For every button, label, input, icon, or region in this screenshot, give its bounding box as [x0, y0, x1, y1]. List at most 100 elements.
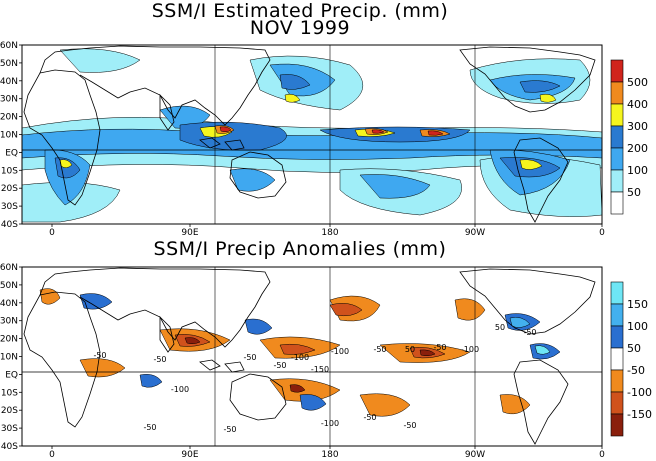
- panel2-title: SSM/I Precip Anomalies (mm): [154, 238, 447, 260]
- contour-label: -50: [243, 353, 256, 362]
- panel1-colorbar-label: 300: [627, 120, 648, 133]
- panel1-lon-label: 90W: [465, 228, 485, 238]
- panel2-colorbar-swatch: [610, 281, 624, 305]
- panel1-lon-label: 90E: [181, 228, 198, 238]
- anomaly-contour-area: [359, 393, 411, 417]
- contour-label: -50: [223, 425, 236, 434]
- contour-label: -50: [93, 351, 106, 360]
- panel2-colorbar-swatch: [610, 391, 624, 415]
- title-line-2: NOV 1999: [250, 17, 350, 39]
- precip-contour-area: [229, 168, 276, 192]
- anomaly-contour-area: [509, 317, 531, 328]
- panel1-colorbar-label: 400: [627, 98, 648, 111]
- panel1-colorbar-label: 500: [627, 76, 648, 89]
- panel1-colorbar-swatch: [610, 191, 624, 215]
- panel2-lon-label: 180: [321, 450, 338, 457]
- anomaly-contour-area: [139, 374, 163, 388]
- panel2-lon-label: 90W: [465, 450, 485, 457]
- panel1-lat-label: 20N: [0, 113, 18, 123]
- panel2-colorbar-label: -150: [627, 408, 652, 421]
- panel1-colorbar-swatch: [610, 169, 624, 193]
- panel1-lat-axis: 60N 50N 40N 30N 20N 10N EQ 10S 20S 30S 40S: [0, 41, 22, 230]
- panel2-colorbar-swatch: [610, 413, 624, 437]
- contour-label: -100: [291, 353, 309, 362]
- panel1-colorbar-swatch: [610, 103, 624, 127]
- panel1-colorbar-swatch: [610, 147, 624, 171]
- anomaly-contour-area: [534, 345, 551, 355]
- panel1-lat-label: 30N: [0, 95, 18, 105]
- contour-label: -50: [433, 343, 446, 352]
- anomaly-contour-area: [39, 288, 61, 305]
- contour-label: -100: [331, 347, 349, 356]
- anomaly-contour-area: [244, 318, 273, 335]
- panel2-lon-label: 0: [49, 450, 55, 457]
- panel1-map: 60N 50N 40N 30N 20N 10N EQ 10S 20S 30S 40S 0 90E 180…: [0, 41, 605, 238]
- contour-label: 50: [405, 345, 415, 354]
- precip-contour-area: [284, 93, 301, 103]
- panel2-lat-label: 20S: [1, 406, 18, 416]
- panel1-colorbar: 500 400 300 200 100 50: [610, 59, 648, 215]
- panel2-contour-labels: -50 -50-100-50-50-100-150-100 -50 50 -50 -100…: [93, 323, 536, 434]
- contour-label: -100: [461, 345, 479, 354]
- anomaly-contour-area: [329, 303, 363, 317]
- anomaly-contour-area: [289, 384, 306, 393]
- precip-contour-area: [519, 80, 561, 93]
- panel1-lat-label: 50N: [0, 59, 18, 69]
- panel2-lat-label: 10N: [0, 353, 18, 363]
- panel2-lat-label: 50N: [0, 281, 18, 291]
- panel2-lat-label: 30S: [1, 424, 18, 434]
- contour-label: -100: [321, 419, 339, 428]
- panel1-colorbar-swatch: [610, 81, 624, 105]
- precip-contour-area: [279, 74, 311, 90]
- contour-label: -50: [363, 413, 376, 422]
- precip-contour-area: [59, 48, 141, 73]
- contour-label: -50: [143, 423, 156, 432]
- panel1-lat-label: EQ: [5, 148, 18, 158]
- panel1-lat-label: 10S: [1, 166, 18, 176]
- panel2-coastlines: [23, 267, 596, 445]
- panel1-colorbar-label: 100: [627, 164, 648, 177]
- precip-contour-area: [519, 159, 543, 170]
- panel2-lon-axis: 0 90E 180 90W 0: [49, 446, 605, 460]
- panel2-lat-axis: 60N 50N 40N 30N 20N 10N EQ 10S 20S 30S 40S: [0, 263, 22, 452]
- panel1-lat-label: 20S: [1, 184, 18, 194]
- panel1-coastlines: [23, 45, 596, 223]
- panel1-colorbar-swatch: [610, 125, 624, 149]
- anomaly-contour-area: [419, 349, 436, 357]
- panel2-colorbar-label: 50: [627, 342, 641, 355]
- contour-label: -50: [373, 345, 386, 354]
- panel1-lon-label: 180: [321, 228, 338, 238]
- panel2-anomaly-field: [39, 288, 561, 417]
- panel1-lat-label: 40S: [1, 220, 18, 230]
- panel2-frame-bg: [22, 267, 602, 446]
- panel1-lat-label: 30S: [1, 202, 18, 212]
- panel2-colorbar-swatch: [610, 347, 624, 371]
- title-line-1: SSM/I Estimated Precip. (mm): [152, 0, 449, 22]
- panel2-map: -50 -50-100-50-50-100-150-100 -50 50 -50 -100…: [0, 263, 605, 460]
- contour-label: -50: [403, 421, 416, 430]
- panel2-colorbar-swatch: [610, 303, 624, 327]
- panel1-lat-label: 40N: [0, 77, 18, 87]
- panel2-lat-label: 60N: [0, 263, 18, 273]
- panel2-lon-label: 90E: [181, 450, 198, 457]
- precip-contour-area: [219, 126, 232, 133]
- panel2-colorbar-swatch: [610, 369, 624, 393]
- panel1-colorbar-swatch: [610, 59, 624, 83]
- panel2-lat-label: 10S: [1, 388, 18, 398]
- precip-contour-area: [539, 93, 557, 103]
- panel2-lon-label: 0: [599, 450, 605, 457]
- anomaly-contour-area: [299, 394, 327, 411]
- precip-contour-area: [427, 130, 444, 136]
- precip-contour-area: [359, 174, 431, 199]
- anomaly-contour-area: [279, 343, 316, 355]
- panel2-colorbar-label: 150: [627, 298, 648, 311]
- contour-label: -50: [523, 328, 536, 337]
- panel2-colorbar-label: -50: [627, 364, 645, 377]
- panel2-colorbar-swatch: [610, 325, 624, 349]
- panel1-colorbar-label: 50: [627, 186, 641, 199]
- panel1-lat-label: 10N: [0, 131, 18, 141]
- panel2-lat-label: 20N: [0, 335, 18, 345]
- contour-label: -150: [311, 365, 329, 374]
- anomaly-contour-area: [499, 394, 531, 415]
